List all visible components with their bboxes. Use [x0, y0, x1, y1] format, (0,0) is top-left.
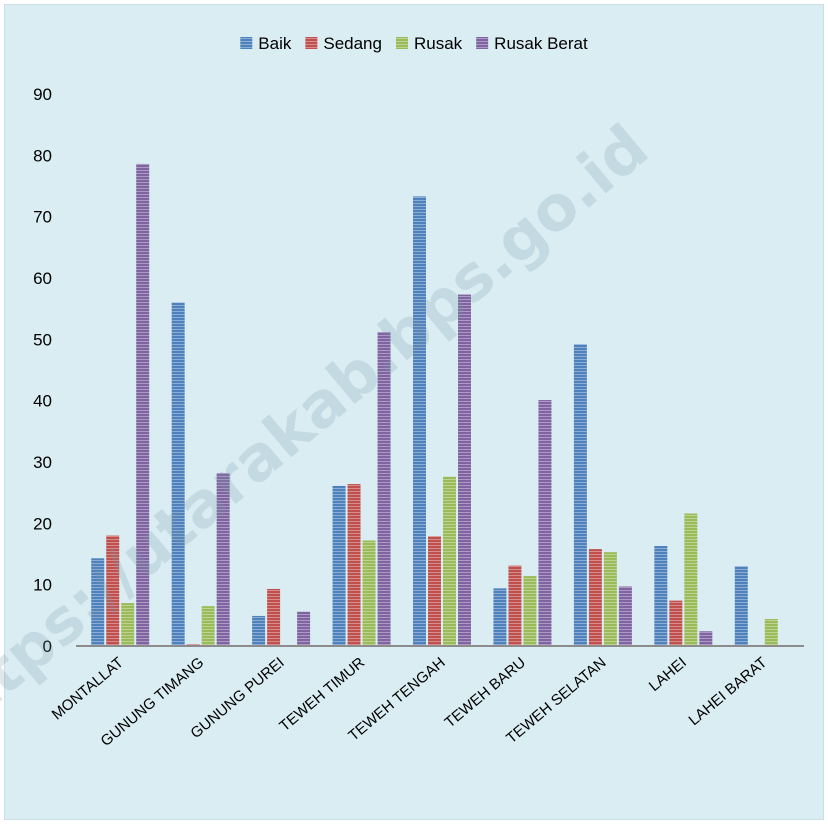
y-tick-label: 80: [33, 146, 52, 165]
bar-rusak: [523, 576, 536, 646]
legend: Baik Sedang Rusak Rusak Berat: [240, 34, 588, 53]
bar-baik: [493, 588, 506, 646]
legend-label: Baik: [258, 34, 292, 53]
bar-baik: [654, 546, 667, 646]
legend-label: Rusak Berat: [494, 34, 588, 53]
x-tick-label: LAHEI: [646, 654, 690, 695]
bar-rusak: [684, 514, 697, 646]
y-tick-label: 20: [33, 514, 52, 533]
y-tick-label: 40: [33, 392, 52, 411]
y-tick-label: 30: [33, 453, 52, 472]
bar-baik: [252, 616, 265, 646]
bar-sedang: [589, 549, 602, 646]
bar-rusak: [443, 477, 456, 646]
bar-sedang: [508, 566, 521, 646]
bar-sedang: [669, 601, 682, 646]
bar-rusak-berat: [458, 295, 471, 646]
watermark: https://utarakab.bps.go.id: [0, 110, 662, 757]
bar-rusak-berat: [297, 612, 310, 646]
bars: [91, 164, 778, 646]
bar-rusak-berat: [619, 587, 632, 646]
y-tick-label: 60: [33, 269, 52, 288]
legend-swatch: [396, 37, 408, 49]
bar-rusak: [765, 619, 778, 646]
y-tick-label: 70: [33, 208, 52, 227]
legend-label: Rusak: [414, 34, 463, 53]
legend-swatch: [476, 37, 488, 49]
legend-swatch: [305, 37, 317, 49]
y-tick-label: 90: [33, 85, 52, 104]
bar-sedang: [428, 536, 441, 646]
bar-baik: [413, 196, 426, 646]
bar-baik: [333, 486, 346, 646]
legend-label: Sedang: [323, 34, 382, 53]
bar-baik: [574, 344, 587, 646]
legend-swatch: [240, 37, 252, 49]
bar-sedang: [267, 589, 280, 646]
y-tick-label: 50: [33, 330, 52, 349]
bar-rusak-berat: [699, 631, 712, 646]
bar-baik: [735, 566, 748, 646]
bar-rusak-berat: [538, 400, 551, 646]
watermark-text: https://utarakab.bps.go.id: [0, 110, 662, 757]
bar-sedang: [348, 484, 361, 646]
bar-rusak: [363, 541, 376, 646]
x-tick-label: TEWEH BARU: [441, 654, 529, 731]
bar-rusak: [604, 552, 617, 646]
x-tick-label: LAHEI BARAT: [686, 654, 771, 729]
bar-rusak: [202, 606, 215, 646]
